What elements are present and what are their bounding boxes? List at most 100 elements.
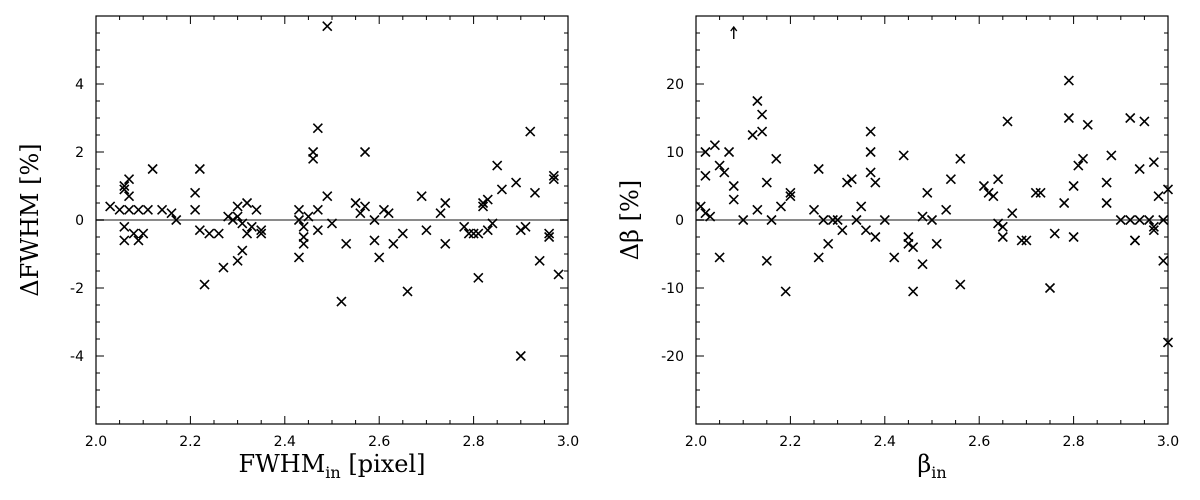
data-point [1144, 214, 1155, 226]
data-point [870, 231, 881, 243]
data-point [1125, 214, 1136, 226]
data-point [865, 146, 876, 158]
data-point [719, 167, 730, 178]
data-point [771, 153, 782, 164]
data-point [1115, 214, 1126, 226]
x-tick-label: 2.8 [1062, 434, 1084, 450]
data-point [709, 140, 720, 151]
data-point [293, 252, 305, 263]
data-point [780, 286, 791, 297]
data-point [473, 272, 484, 283]
data-point [1068, 180, 1079, 192]
data-point [511, 177, 522, 188]
data-point [232, 255, 243, 266]
data-point [785, 187, 796, 198]
data-point [166, 208, 177, 219]
data-point [1002, 116, 1013, 127]
y-tick-label: 0 [675, 213, 684, 229]
data-point [298, 221, 309, 232]
data-point [477, 197, 489, 209]
data-point [993, 218, 1004, 229]
x-tick-label: 2.0 [685, 434, 707, 450]
data-point [841, 177, 853, 188]
data-point [1073, 160, 1084, 171]
data-point [322, 21, 333, 32]
data-point [123, 191, 135, 202]
data-point [119, 221, 130, 232]
data-point [369, 214, 380, 226]
data-point [837, 225, 848, 236]
data-point [194, 163, 205, 175]
data-point [251, 204, 262, 215]
data-point [520, 221, 531, 232]
data-point [119, 180, 130, 192]
data-point [700, 208, 711, 219]
data-point [993, 174, 1004, 185]
data-point [440, 197, 451, 209]
data-point [1162, 337, 1174, 348]
data-point [298, 238, 309, 249]
data-point [808, 204, 820, 215]
data-point [747, 129, 758, 141]
data-point [1016, 235, 1027, 246]
data-point [728, 194, 739, 205]
data-point [383, 208, 394, 219]
data-point [241, 228, 253, 239]
x-tick-label: 2.2 [179, 434, 201, 450]
data-point [138, 228, 149, 239]
y-axis-title: Δβ [%] [616, 180, 644, 260]
data-point [114, 204, 125, 215]
data-point [397, 228, 408, 239]
data-point [926, 214, 938, 226]
data-point [785, 191, 796, 202]
data-point [1158, 255, 1169, 266]
data-point [813, 252, 824, 263]
data-point [142, 204, 153, 215]
data-point [473, 228, 484, 239]
data-point [978, 180, 989, 192]
data-point [1148, 221, 1159, 232]
data-point [171, 214, 182, 226]
data-point [147, 163, 158, 175]
data-point [232, 201, 243, 212]
data-point [128, 228, 139, 239]
data-point [922, 187, 933, 198]
x-tick-label: 3.0 [1157, 434, 1179, 450]
x-tick-label: 3.0 [557, 434, 579, 450]
data-point [695, 201, 706, 212]
data-point [860, 225, 871, 236]
data-point [714, 252, 725, 263]
data-point [525, 126, 536, 137]
y-tick-label: 4 [75, 77, 84, 93]
data-point [903, 238, 914, 249]
data-point [232, 211, 243, 222]
data-point [1063, 75, 1074, 86]
data-point [435, 208, 446, 219]
data-point [865, 167, 876, 178]
data-point [917, 211, 928, 222]
data-point [544, 228, 555, 239]
data-point [213, 228, 224, 239]
x-tick-label: 2.0 [85, 434, 107, 450]
data-point [388, 238, 399, 249]
data-point [761, 177, 772, 188]
y-tick-label: -20 [661, 349, 684, 365]
data-point [856, 201, 867, 212]
x-tick-label: 2.6 [368, 434, 390, 450]
data-point [237, 218, 248, 229]
data-point [534, 255, 545, 266]
x-tick-label: 2.8 [462, 434, 484, 450]
data-point [917, 259, 928, 270]
data-point [1134, 214, 1145, 226]
data-point [1158, 214, 1169, 226]
data-point [945, 174, 956, 185]
data-point [908, 286, 919, 297]
data-point [752, 204, 763, 215]
data-point [1082, 119, 1093, 130]
data-point [119, 184, 130, 195]
data-point [823, 238, 834, 249]
data-point [237, 245, 248, 256]
data-point [955, 279, 966, 290]
data-point [1077, 153, 1089, 164]
y-tick-label: 0 [75, 213, 84, 229]
